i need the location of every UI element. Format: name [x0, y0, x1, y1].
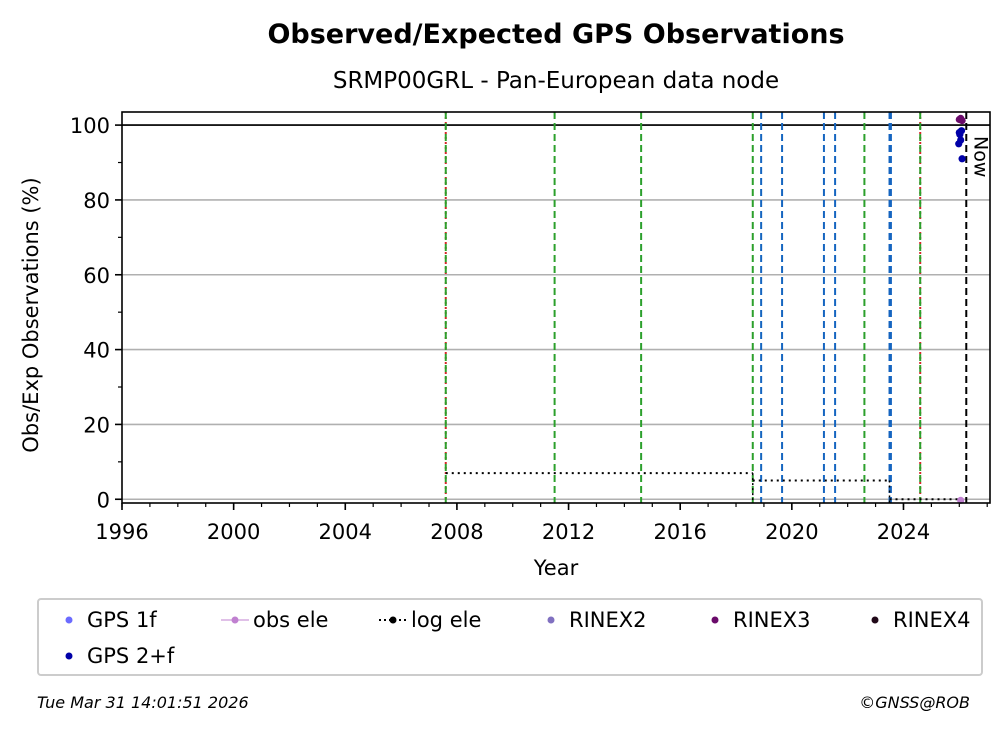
x-tick-label: 2016: [653, 520, 706, 544]
y-tick-label: 40: [83, 339, 110, 363]
x-tick-label: 2008: [430, 520, 483, 544]
legend-label: GPS 1f: [87, 608, 157, 632]
legend-label: GPS 2+f: [87, 644, 175, 668]
legend-item: GPS 2+f: [51, 644, 174, 668]
y-tick-label: 100: [70, 114, 110, 138]
legend-swatch: [547, 616, 555, 624]
legend-label: RINEX3: [733, 608, 811, 632]
timestamp: Tue Mar 31 14:01:51 2026: [37, 693, 249, 712]
y-tick-label: 80: [83, 189, 110, 213]
x-tick-label: 2024: [877, 520, 930, 544]
legend-label: log ele: [411, 608, 482, 632]
legend-swatch: [221, 616, 249, 624]
legend-swatch: [711, 616, 719, 624]
legend-label: RINEX2: [569, 608, 647, 632]
legend-label: RINEX4: [893, 608, 971, 632]
chart-title: Observed/Expected GPS Observations: [267, 19, 844, 50]
now-label: Now: [969, 136, 991, 177]
x-tick-label: 2000: [207, 520, 260, 544]
x-tick-label: 2012: [542, 520, 595, 544]
credit: ©GNSS@ROB: [859, 693, 970, 712]
legend: GPS 1f obs ele log ele RINEX2 RINEX3 RINEX4 GP…: [37, 598, 983, 676]
legend-item: GPS 1f: [51, 608, 157, 632]
legend-swatch: [65, 616, 73, 624]
data-point: [958, 117, 966, 125]
y-tick-label: 60: [83, 264, 110, 288]
data-point: [955, 140, 963, 148]
legend-item: log ele: [375, 608, 481, 632]
data-point: [957, 496, 965, 504]
data-point: [957, 127, 966, 135]
y-axis-label: Obs/Exp Observations (%): [19, 177, 43, 452]
legend-swatch: [379, 616, 407, 624]
x-tick-label: 2020: [765, 520, 818, 544]
plot-area: Now 0 20 40 60 80 100 1996 2000 2004 2008 2012 2016 2…: [70, 111, 991, 544]
axes-frame: [121, 111, 991, 504]
legend-swatch: [65, 652, 73, 660]
legend-item: RINEX4: [857, 608, 971, 632]
y-tick-label: 0: [97, 488, 110, 512]
data-point: [958, 155, 966, 163]
legend-label: obs ele: [253, 608, 329, 632]
legend-item: obs ele: [217, 608, 328, 632]
legend-swatch: [871, 616, 879, 624]
legend-item: RINEX3: [697, 608, 811, 632]
x-tick-label: 2004: [319, 520, 372, 544]
y-tick-label: 20: [83, 413, 110, 437]
chart-subtitle: SRMP00GRL - Pan-European data node: [333, 68, 779, 94]
x-tick-label: 1996: [95, 520, 148, 544]
x-axis-label: Year: [533, 556, 579, 580]
legend-item: RINEX2: [533, 608, 647, 632]
